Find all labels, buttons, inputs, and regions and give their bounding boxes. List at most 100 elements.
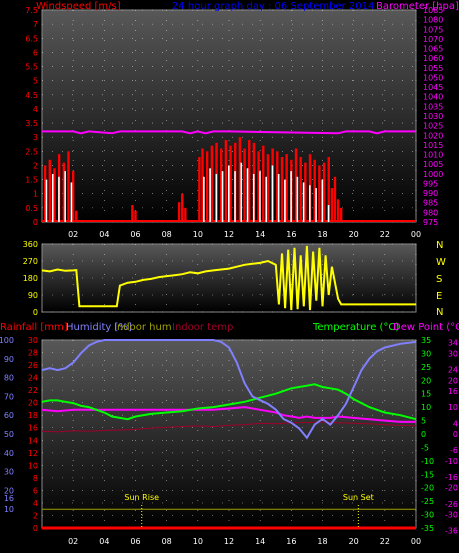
rain-y-tick-11: 22: [28, 386, 38, 395]
temp-x-tick-2: 06: [130, 537, 140, 546]
chart-title: 24 hour graph day : 06 September 2014: [172, 1, 374, 12]
gust-bar-5: [203, 176, 205, 222]
wind-y-tick-3: 1.5: [25, 176, 38, 185]
gust-bar-20: [296, 176, 299, 222]
temp-x-tick-5: 12: [224, 537, 234, 546]
gust-bar-18: [284, 179, 286, 222]
temp-y-tick-6: -5: [421, 443, 429, 452]
barometer-y-tick-0: 975: [423, 218, 438, 227]
wind-bar-35: [299, 156, 302, 222]
temp-y-tick-12: 25: [421, 363, 431, 372]
wind-bar-34: [294, 148, 298, 222]
gust-bar-2: [58, 176, 60, 222]
wind-x-tick-2: 06: [130, 230, 140, 239]
dewpoint-y-tick-4: -16: [445, 473, 458, 482]
dewpoint-y-tick-3: -20: [445, 484, 458, 493]
rain-y-tick-6: 12: [28, 449, 38, 458]
wind-bar-13: [198, 156, 201, 222]
dewpoint-y-tick-14: 34: [448, 339, 458, 348]
wind-bar-11: [181, 193, 184, 222]
wind-bar-0: [43, 165, 47, 222]
dewpoint-line: [41, 406, 416, 423]
humidity-y-tick-6: 60: [4, 411, 14, 420]
gust-bar-4: [70, 182, 73, 222]
humidity-y-tick-4: 40: [4, 449, 14, 458]
wind-bar-45: [340, 207, 343, 222]
gust-bar-15: [265, 176, 267, 222]
temp-y-tick-0: -35: [421, 524, 434, 533]
temp-y-tick-8: 5: [421, 417, 426, 426]
gust-bar-8: [221, 171, 224, 222]
legend-temperature: Temperature (°C): [312, 322, 399, 333]
humidity-y-tick-8: 80: [4, 374, 14, 383]
barometer-y-tick-12: 1035: [423, 102, 443, 111]
temp-x-tick-3: 08: [162, 537, 172, 546]
temp-x-tick-1: 04: [99, 537, 109, 546]
wind-y-tick-5: 2.5: [25, 147, 38, 156]
wind-bar-30: [276, 151, 279, 222]
wind-bar-22: [238, 137, 242, 222]
direction-panel: [41, 243, 417, 313]
legend-rainfall: Rainfall [mm]: [0, 322, 68, 333]
temp-x-tick-11: 00: [411, 537, 421, 546]
rain-y-tick-1: 2: [33, 511, 38, 520]
temp-x-tick-6: 14: [255, 537, 265, 546]
dewpoint-y-tick-1: -30: [445, 511, 458, 520]
barometer-y-tick-14: 1045: [423, 83, 443, 92]
wind-x-tick-9: 20: [349, 230, 359, 239]
temp-x-tick-0: 02: [68, 537, 78, 546]
humidity-y-tick-2: 20: [4, 486, 14, 495]
wind-bar-9: [134, 210, 137, 222]
wind-bar-43: [333, 176, 337, 222]
wind-bar-18: [220, 148, 223, 222]
gust-bar-16: [271, 165, 274, 222]
gust-bar-11: [240, 162, 243, 222]
rain-y-tick-8: 16: [28, 424, 38, 433]
rain-y-tick-7: 14: [28, 436, 38, 445]
temp-x-tick-8: 18: [317, 537, 327, 546]
direction-letter-n-bottom: N: [436, 307, 443, 318]
indoor-temp-line: [41, 421, 417, 433]
barometer-y-tick-20: 1075: [423, 25, 443, 34]
dewpoint-y-tick-6: -6: [450, 446, 458, 455]
wind-bar-1: [48, 159, 51, 222]
rain-y-tick-15: 30: [28, 336, 38, 345]
barometer-y-tick-15: 1050: [423, 73, 443, 82]
wind-bar-5: [67, 151, 70, 222]
legend-indoor-hum: Indoor hum: [114, 322, 172, 333]
barometer-y-tick-6: 1005: [423, 160, 443, 169]
wind-bar-23: [243, 148, 246, 222]
wind-x-tick-6: 14: [255, 230, 265, 239]
wind-x-tick-0: 02: [68, 230, 78, 239]
barometer-y-tick-10: 1025: [423, 122, 443, 131]
gust-bar-3: [64, 171, 66, 222]
gust-bar-0: [45, 179, 48, 222]
wind-y-tick-0: 0: [33, 218, 38, 227]
wind-x-tick-5: 12: [224, 230, 234, 239]
wind-bar-31: [280, 156, 284, 222]
temperature-line: [41, 383, 417, 421]
wind-bar-14: [201, 148, 204, 222]
gust-bar-9: [228, 165, 230, 222]
wind-bar-36: [304, 162, 307, 222]
temp-x-tick-9: 20: [349, 537, 359, 546]
barometer-y-tick-2: 985: [423, 199, 438, 208]
barometer-y-tick-5: 1000: [423, 170, 443, 179]
temp-y-tick-3: -20: [421, 484, 434, 493]
direction-y-tick-3: 270: [23, 257, 38, 266]
wind-y-tick-15: 7.5: [25, 6, 38, 15]
wind-bar-40: [322, 162, 326, 222]
gust-bar-23: [315, 188, 317, 222]
temp-y-tick-1: -30: [421, 511, 434, 520]
humidity-y-tick-3: 30: [4, 468, 14, 477]
rain-y-tick-10: 20: [28, 399, 38, 408]
sunrise-label: Sun Rise: [124, 493, 159, 502]
wind-bar-41: [327, 156, 330, 222]
wind-y-tick-1: 0.5: [25, 204, 38, 213]
barometer-y-tick-9: 1020: [423, 131, 443, 140]
temp-y-tick-7: 0: [421, 430, 426, 439]
wind-bar-7: [75, 210, 78, 222]
wind-y-tick-11: 5.5: [25, 63, 38, 72]
wind-x-tick-1: 04: [99, 230, 109, 239]
